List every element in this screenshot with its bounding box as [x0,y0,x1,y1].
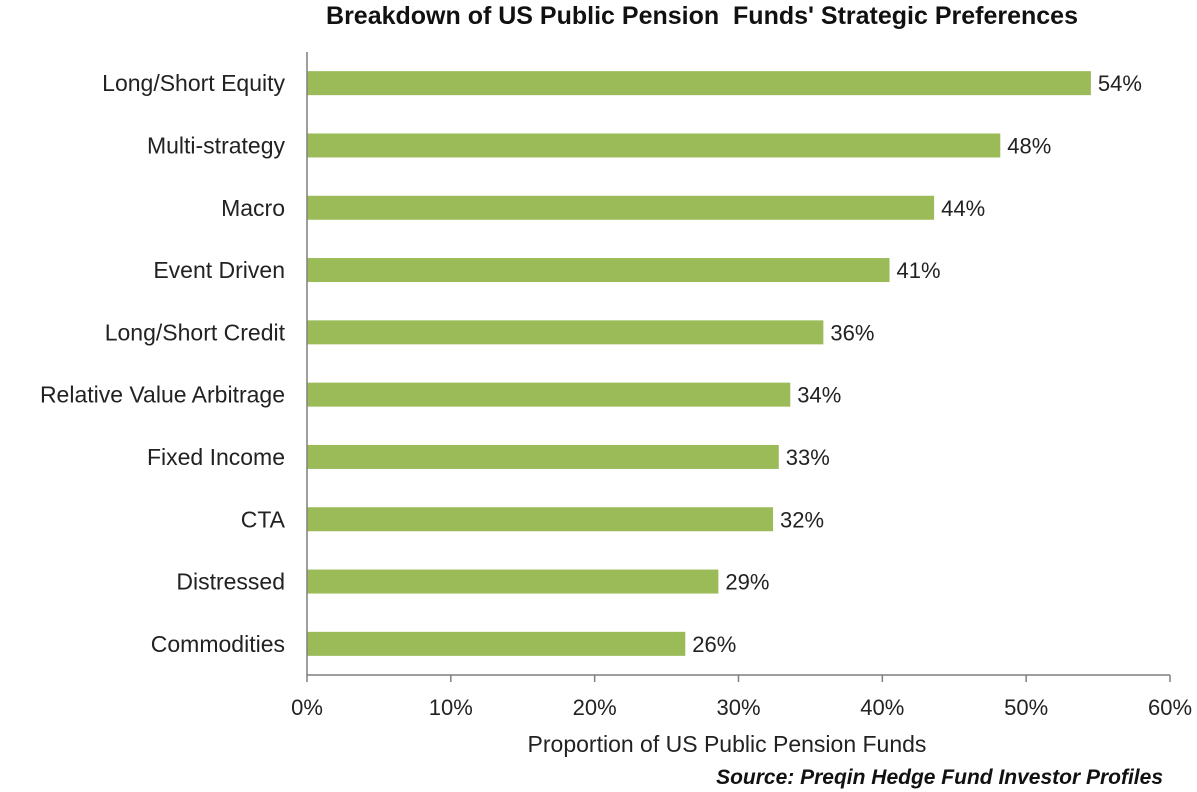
chart-title: Breakdown of US Public Pension Funds' St… [326,2,1078,30]
bar [307,71,1091,96]
data-label: 26% [692,632,736,657]
category-label: Macro [221,195,285,221]
data-label: 41% [897,258,941,283]
category-label: Relative Value Arbitrage [40,382,285,408]
category-labels: Long/Short Equity Multi-strategy Macro Even… [40,70,286,657]
x-tick-label: 20% [573,695,617,720]
category-label: Long/Short Credit [105,319,286,345]
category-label: Fixed Income [147,444,285,470]
data-label: 48% [1007,133,1051,158]
data-label: 29% [725,570,769,595]
bar [307,258,890,283]
x-axis-ticks: 0% 10% 20% 30% 40% 50% 60% [291,675,1192,720]
bar [307,382,791,407]
data-label: 32% [780,507,824,532]
x-tick-label: 50% [1004,695,1048,720]
data-label: 33% [786,445,830,470]
category-label: CTA [241,506,286,532]
bar [307,569,719,594]
category-label: Distressed [176,569,285,595]
category-label: Event Driven [153,257,285,283]
category-label: Commodities [151,631,285,657]
category-label: Multi-strategy [147,132,286,158]
category-label: Long/Short Equity [102,70,285,96]
data-label: 34% [797,383,841,408]
data-label: 44% [941,196,985,221]
x-tick-label: 30% [716,695,760,720]
x-tick-label: 10% [429,695,473,720]
data-labels: 54% 48% 44% 41% 36% 34% 33% 32% 29% 26% [692,71,1142,657]
data-label: 54% [1098,71,1142,96]
x-tick-label: 0% [291,695,323,720]
bar [307,507,774,532]
x-axis-label: Proportion of US Public Pension Funds [528,731,927,757]
source-note: Source: Preqin Hedge Fund Investor Profi… [716,766,1163,789]
bar [307,631,686,656]
x-tick-label: 60% [1148,695,1192,720]
data-label: 36% [830,320,874,345]
bar [307,320,824,345]
x-tick-label: 40% [860,695,904,720]
bar [307,444,779,469]
bars-group [307,71,1091,656]
bar [307,133,1001,158]
bar [307,195,935,220]
